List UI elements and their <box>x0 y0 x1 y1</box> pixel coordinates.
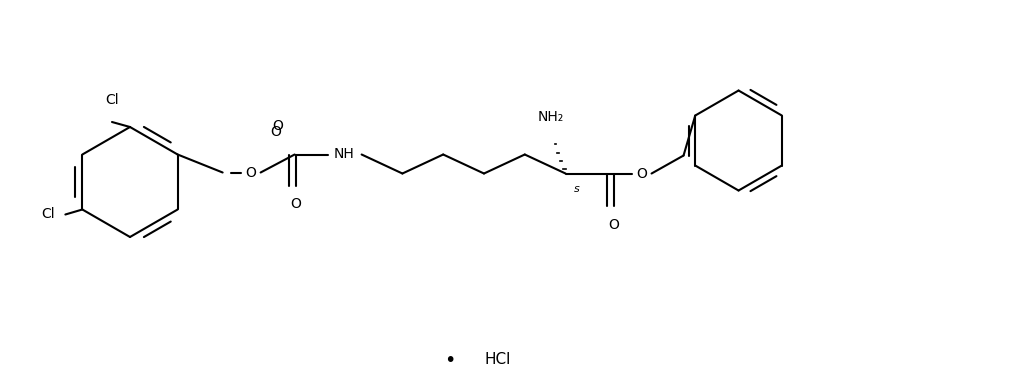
Text: s: s <box>574 183 579 194</box>
Text: O: O <box>291 198 301 212</box>
Text: O: O <box>270 125 281 140</box>
Text: O: O <box>272 120 283 134</box>
Text: •: • <box>444 350 455 370</box>
Text: HCl: HCl <box>485 352 512 368</box>
Text: O: O <box>636 167 647 181</box>
Text: NH: NH <box>333 147 354 162</box>
Text: O: O <box>608 218 619 232</box>
Text: Cl: Cl <box>105 93 119 107</box>
Text: NH₂: NH₂ <box>537 109 564 123</box>
Text: O: O <box>246 165 256 180</box>
Text: Cl: Cl <box>42 207 55 221</box>
